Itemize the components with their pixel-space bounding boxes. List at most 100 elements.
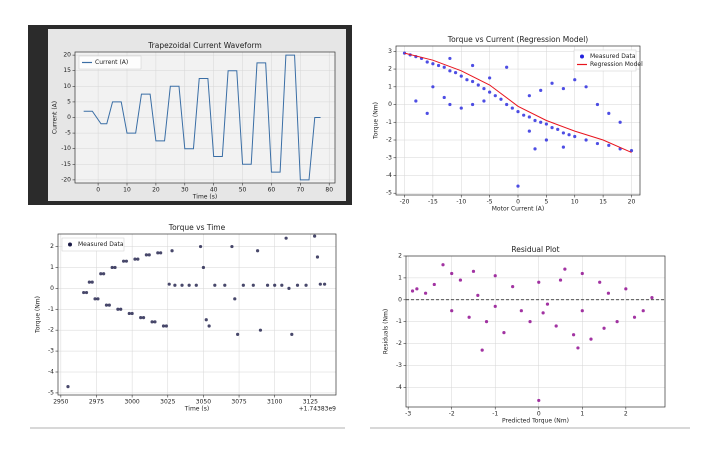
data-point [164, 324, 168, 328]
data-point [505, 102, 509, 107]
data-point [284, 236, 288, 240]
data-point [236, 332, 240, 336]
data-point [493, 274, 497, 278]
data-point [471, 63, 475, 68]
data-point [425, 111, 429, 116]
data-point [516, 110, 520, 114]
data-point [541, 311, 545, 315]
x-tick-label: 2950 [53, 399, 68, 406]
data-point [467, 315, 471, 319]
data-point [93, 297, 97, 301]
data-point [116, 307, 120, 311]
data-point [493, 304, 497, 308]
data-point [318, 282, 322, 286]
x-tick-label: 40 [210, 187, 218, 194]
x-tick-label: 70 [297, 187, 305, 194]
data-point [156, 251, 160, 255]
data-point [161, 324, 166, 328]
data-point [641, 309, 645, 313]
y-tick-label: 10 [63, 83, 71, 90]
data-point [533, 118, 537, 123]
x-tick-label: -2 [449, 411, 455, 418]
x-tick-label: 60 [268, 187, 276, 194]
x-tick-label: 1 [580, 411, 584, 418]
chart-title: Torque vs Current (Regression Model) [447, 35, 588, 44]
data-point [471, 102, 475, 107]
data-point [133, 257, 137, 261]
y-tick-label: 3 [388, 48, 392, 55]
data-point [516, 184, 520, 188]
chart-title: Residual Plot [511, 245, 559, 254]
data-point [615, 320, 619, 324]
data-point [589, 337, 593, 341]
data-point [66, 385, 70, 389]
data-point [167, 282, 171, 286]
data-point [173, 283, 177, 287]
y-tick-label: -4 [48, 369, 54, 376]
x-tick-label: 10 [123, 187, 131, 194]
y-tick-label: -1 [396, 318, 402, 325]
data-point [241, 283, 245, 287]
x-tick-label: 5 [544, 199, 548, 206]
y-tick-label: 2 [398, 253, 402, 260]
data-point [550, 125, 554, 130]
data-point [537, 398, 541, 403]
data-point [602, 326, 606, 330]
data-point [576, 346, 580, 350]
data-point [545, 302, 550, 306]
y-tick-label: 15 [63, 67, 71, 74]
data-point [539, 120, 543, 124]
y-tick-label: -5 [48, 389, 54, 396]
y-tick-label: 0 [50, 285, 54, 292]
y-tick-label: -20 [61, 176, 71, 183]
y-tick-label: 20 [63, 52, 71, 59]
x-tick-label: 50 [239, 187, 247, 194]
data-point [102, 272, 106, 276]
x-tick-label: 10 [571, 199, 579, 206]
y-tick-label: 1 [388, 83, 392, 90]
x-tick-label: 3125 [303, 399, 318, 406]
series-line [404, 52, 632, 153]
data-point [107, 303, 111, 307]
data-point [537, 280, 541, 284]
data-point [563, 267, 567, 271]
data-point [425, 60, 429, 64]
x-tick-label: 15 [599, 199, 607, 206]
data-point [482, 86, 486, 91]
data-point [213, 283, 217, 287]
x-tick-label: -5 [487, 199, 493, 206]
data-point [580, 309, 584, 313]
data-point [580, 271, 584, 276]
data-point [84, 290, 89, 295]
data-point [87, 280, 91, 284]
data-point [471, 79, 475, 84]
x-tick-label: 3025 [160, 399, 175, 406]
data-point [476, 83, 480, 87]
data-point [431, 62, 435, 66]
data-point [287, 286, 291, 290]
y-tick-label: -4 [396, 384, 402, 391]
data-point [431, 85, 435, 89]
x-tick-label: 2975 [89, 399, 104, 406]
x-tick-label: 3000 [124, 399, 139, 406]
data-point [153, 320, 157, 324]
x-tick-label: 30 [181, 187, 189, 194]
data-point [584, 85, 588, 89]
data-point [136, 257, 140, 261]
data-point [527, 115, 531, 119]
y-axis-label: Current (A) [52, 101, 59, 134]
data-point [558, 278, 563, 282]
data-point [194, 283, 198, 287]
data-point [255, 249, 260, 253]
data-point [442, 95, 446, 100]
data-point [488, 76, 492, 80]
y-tick-label: -1 [48, 306, 54, 313]
data-point [510, 106, 514, 110]
data-point [423, 291, 428, 295]
data-point [453, 71, 458, 75]
plot-frame [57, 233, 337, 396]
data-point [561, 86, 565, 91]
data-point [290, 332, 294, 336]
x-offset-label: +1.74383e9 [299, 406, 337, 413]
